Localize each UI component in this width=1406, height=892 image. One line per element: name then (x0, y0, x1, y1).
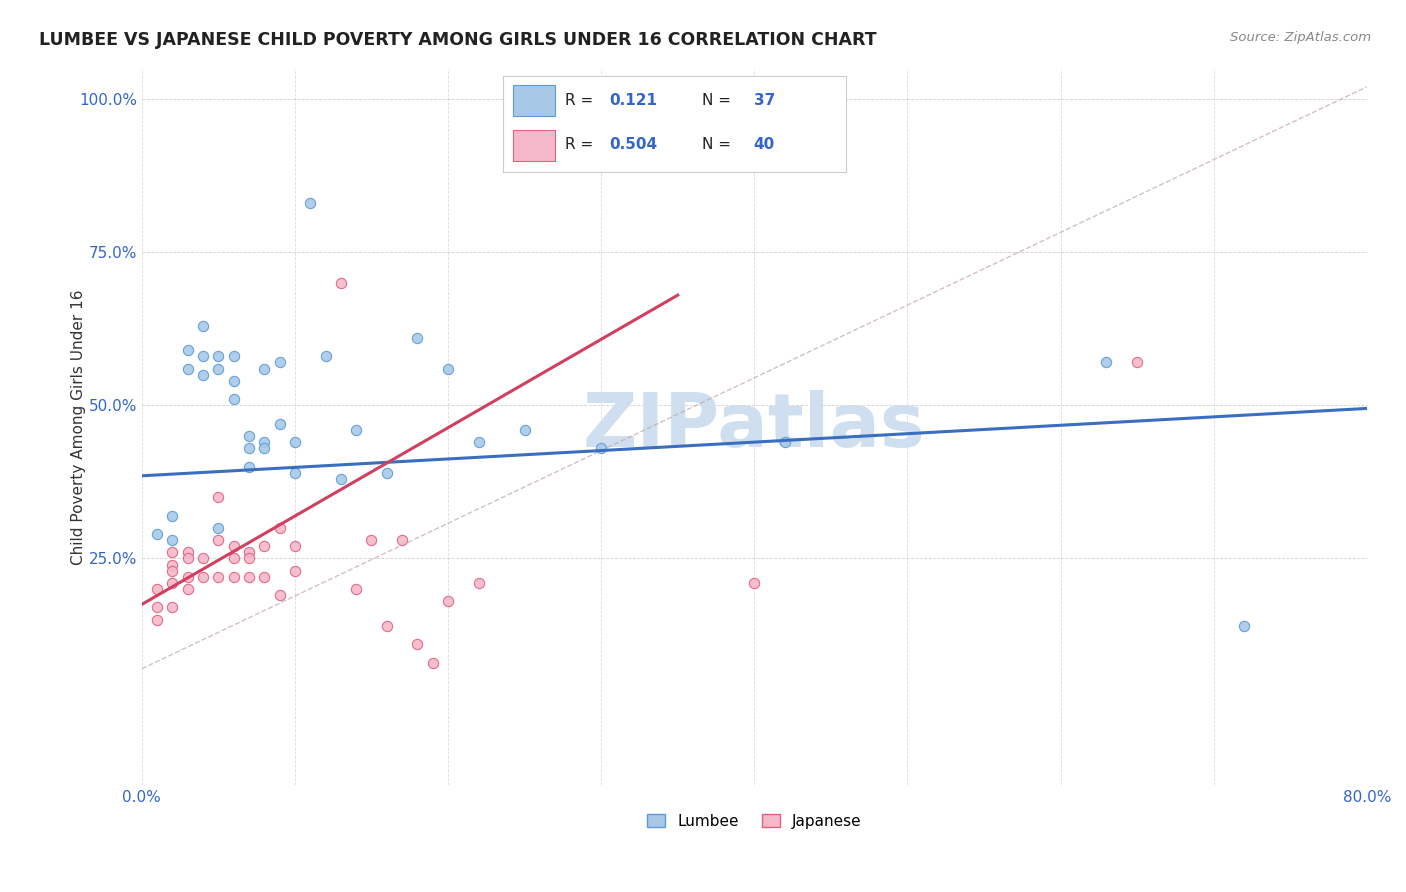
Point (375, 619, 398, 633)
Point (1126, 355, 1149, 369)
Point (284, 466, 307, 480)
Point (422, 656, 444, 670)
Point (238, 570, 260, 584)
Text: LUMBEE VS JAPANESE CHILD POVERTY AMONG GIRLS UNDER 16 CORRELATION CHART: LUMBEE VS JAPANESE CHILD POVERTY AMONG G… (39, 31, 877, 49)
Text: Source: ZipAtlas.com: Source: ZipAtlas.com (1230, 31, 1371, 45)
Point (269, 417, 291, 431)
Text: ZIPatlas: ZIPatlas (583, 391, 925, 463)
Legend: Lumbee, Japanese: Lumbee, Japanese (641, 807, 868, 835)
Point (162, 576, 184, 591)
Point (177, 570, 200, 584)
Point (162, 545, 184, 559)
Point (253, 435, 276, 450)
Point (146, 582, 169, 596)
Point (299, 196, 322, 211)
Point (222, 350, 245, 364)
Point (162, 600, 184, 615)
Point (467, 576, 489, 591)
Point (284, 564, 307, 578)
Point (375, 466, 398, 480)
Point (406, 637, 429, 651)
Point (146, 613, 169, 627)
Point (591, 442, 613, 456)
Point (360, 533, 382, 548)
Point (222, 570, 245, 584)
Point (177, 545, 200, 559)
Point (437, 594, 460, 608)
Point (253, 539, 276, 553)
Point (177, 343, 200, 358)
Point (177, 582, 200, 596)
Point (773, 435, 796, 450)
Point (269, 588, 291, 602)
Point (391, 533, 413, 548)
Point (253, 442, 276, 456)
Point (315, 350, 337, 364)
Point (162, 508, 184, 523)
Point (222, 374, 245, 388)
Point (238, 545, 260, 559)
Point (329, 472, 352, 486)
Point (177, 361, 200, 376)
Point (191, 350, 214, 364)
Point (1233, 619, 1256, 633)
Point (207, 521, 229, 535)
Y-axis label: Child Poverty Among Girls Under 16: Child Poverty Among Girls Under 16 (72, 289, 86, 565)
Point (146, 600, 169, 615)
Point (162, 558, 184, 572)
Point (207, 570, 229, 584)
Point (222, 539, 245, 553)
Point (284, 435, 307, 450)
Point (207, 350, 229, 364)
Point (146, 527, 169, 541)
Point (222, 551, 245, 566)
Point (207, 490, 229, 504)
Point (191, 551, 214, 566)
Point (284, 539, 307, 553)
Point (191, 318, 214, 333)
Point (238, 442, 260, 456)
Point (253, 361, 276, 376)
Point (177, 551, 200, 566)
Point (513, 423, 536, 437)
Point (162, 564, 184, 578)
Point (162, 533, 184, 548)
Point (191, 368, 214, 382)
Point (1095, 355, 1118, 369)
Point (269, 355, 291, 369)
Point (467, 435, 489, 450)
Point (238, 551, 260, 566)
Point (207, 533, 229, 548)
Point (344, 423, 367, 437)
Point (238, 429, 260, 443)
Point (406, 331, 429, 345)
Point (437, 361, 460, 376)
Point (344, 582, 367, 596)
Point (238, 459, 260, 474)
Point (742, 576, 765, 591)
Point (269, 521, 291, 535)
Point (207, 361, 229, 376)
Point (191, 570, 214, 584)
Point (222, 392, 245, 407)
Point (253, 570, 276, 584)
Point (329, 276, 352, 290)
